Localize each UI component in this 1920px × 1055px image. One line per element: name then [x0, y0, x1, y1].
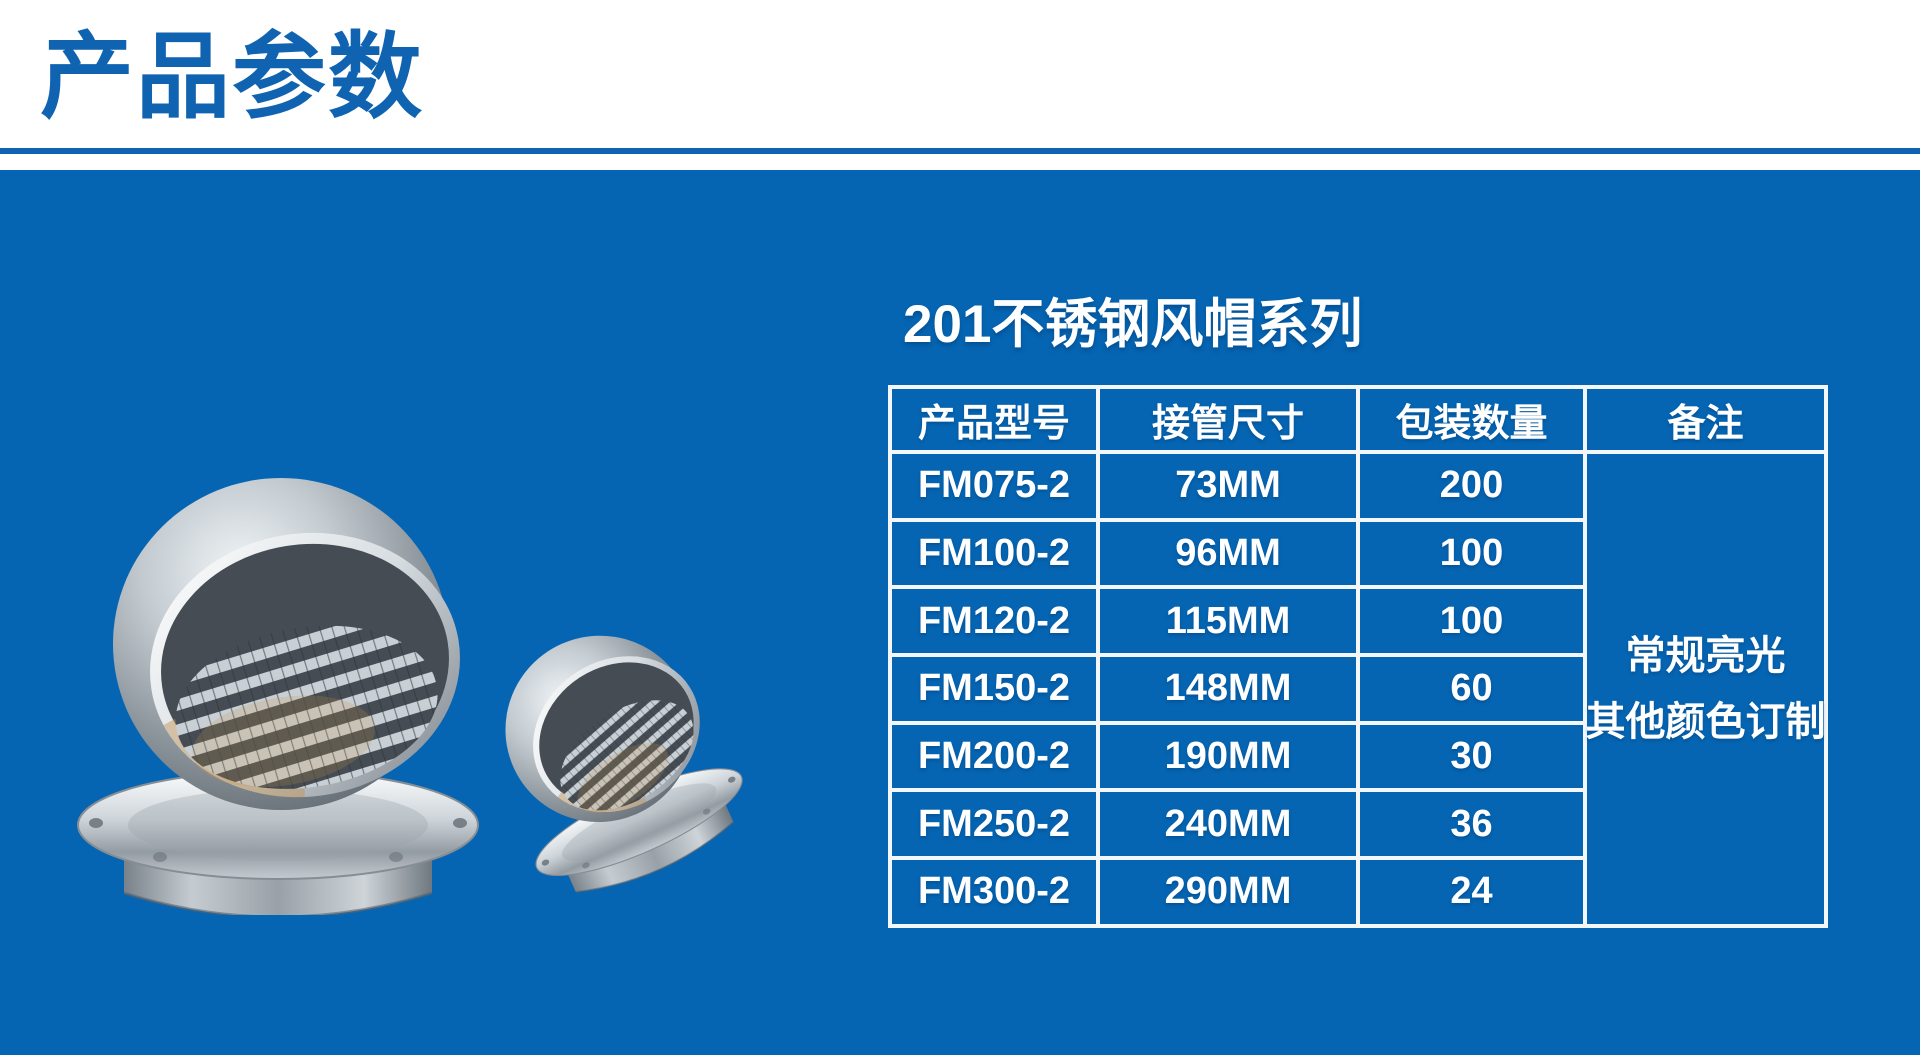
qty-cell: 24 [1360, 860, 1583, 924]
model-cell: FM250-2 [892, 792, 1096, 857]
size-cell: 290MM [1100, 860, 1356, 924]
col-header-size: 接管尺寸 [1100, 389, 1356, 450]
qty-cell: 100 [1360, 521, 1583, 586]
stainless-steel-vent-caps-photo [50, 355, 750, 915]
col-header-remark: 备注 [1587, 389, 1824, 450]
model-cell: FM200-2 [892, 724, 1096, 789]
qty-cell: 60 [1360, 657, 1583, 721]
qty-cell: 30 [1360, 724, 1583, 789]
content-panel: 201不锈钢风帽系列 产品型号 接管尺寸 包装数量 备注 常规亮光 其他颜色订制… [0, 170, 1920, 1055]
series-title: 201不锈钢风帽系列 [903, 295, 1363, 354]
spec-table: 产品型号 接管尺寸 包装数量 备注 常规亮光 其他颜色订制 FM075-2 73… [888, 385, 1828, 928]
vent-cap-small [458, 599, 750, 915]
size-cell: 96MM [1100, 521, 1356, 586]
model-cell: FM150-2 [892, 657, 1096, 721]
model-cell: FM300-2 [892, 860, 1096, 924]
model-cell: FM120-2 [892, 589, 1096, 654]
qty-cell: 200 [1360, 454, 1583, 518]
vent-cap-large [78, 478, 478, 915]
size-cell: 190MM [1100, 724, 1356, 789]
qty-cell: 100 [1360, 589, 1583, 654]
size-cell: 148MM [1100, 657, 1356, 721]
size-cell: 240MM [1100, 792, 1356, 857]
remark-line-2: 其他颜色订制 [1585, 699, 1826, 744]
col-header-qty: 包装数量 [1360, 389, 1583, 450]
page-title: 产品参数 [40, 24, 425, 129]
col-header-model: 产品型号 [892, 389, 1096, 450]
header-divider [0, 148, 1920, 154]
model-cell: FM100-2 [892, 521, 1096, 586]
remark-cell: 常规亮光 其他颜色订制 [1585, 454, 1826, 924]
model-cell: FM075-2 [892, 454, 1096, 518]
size-cell: 73MM [1100, 454, 1356, 518]
remark-line-1: 常规亮光 [1625, 633, 1786, 678]
qty-cell: 36 [1360, 792, 1583, 857]
size-cell: 115MM [1100, 589, 1356, 654]
